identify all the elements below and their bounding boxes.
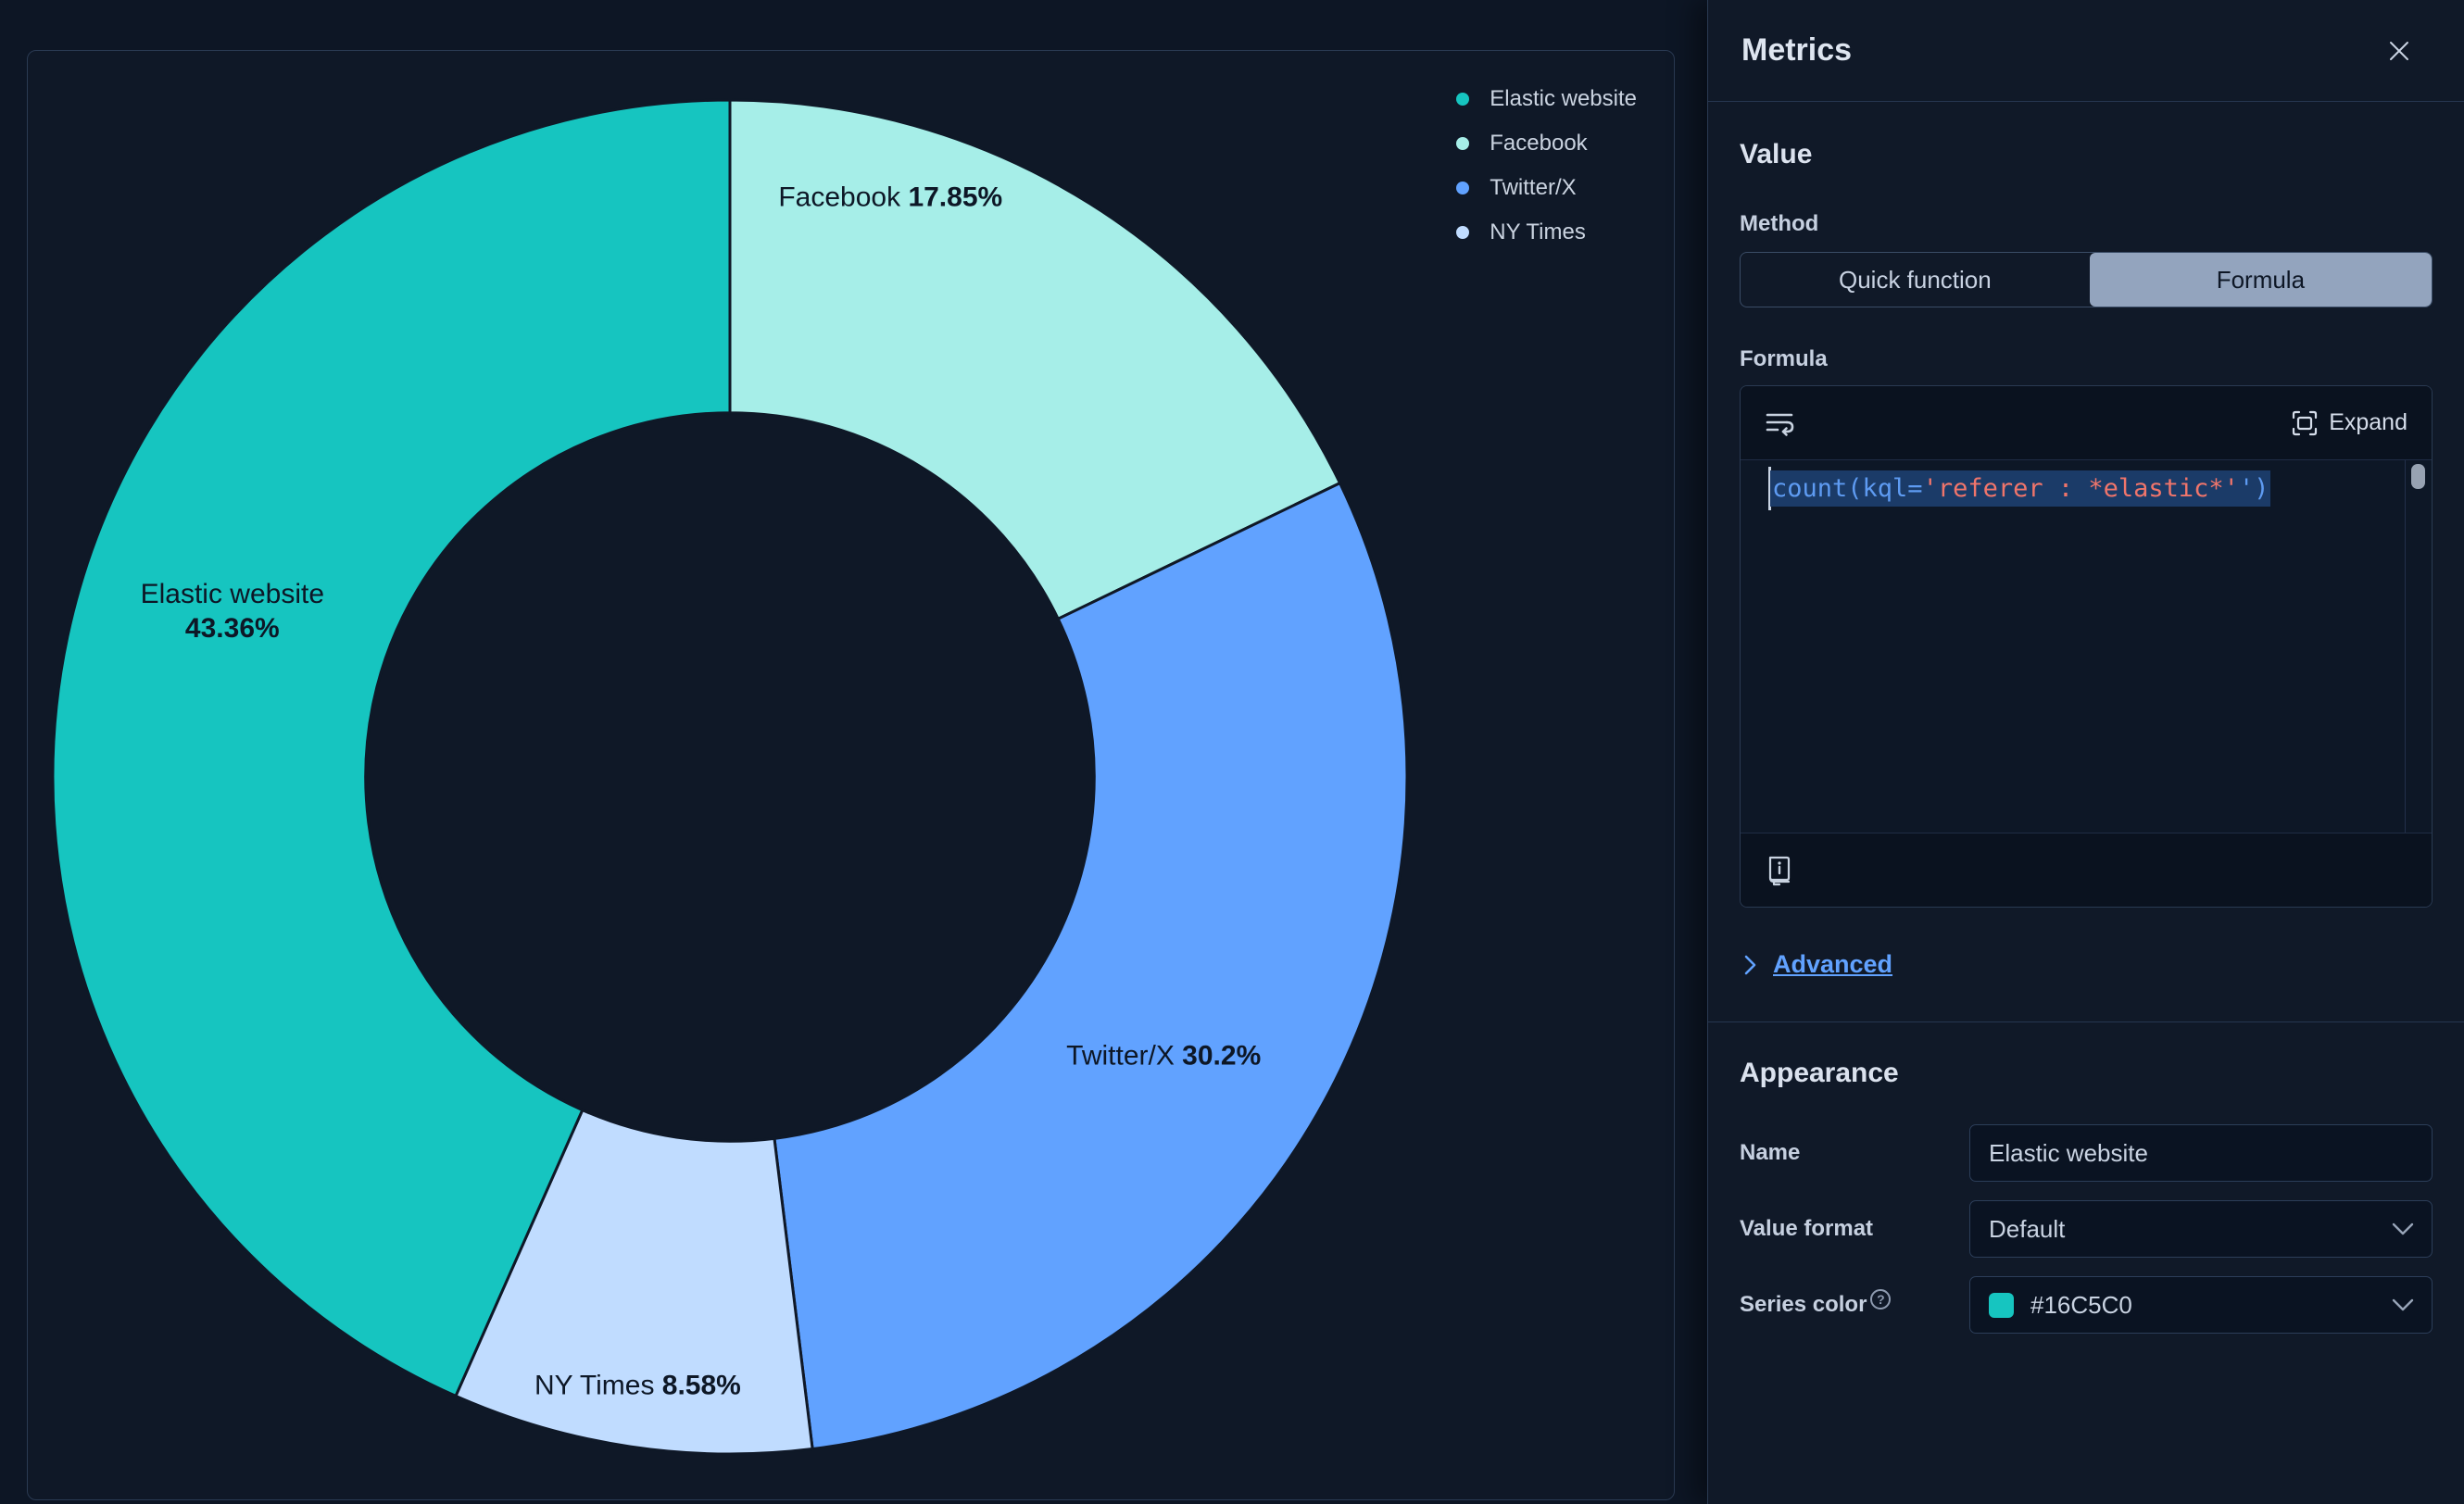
formula-tab[interactable]: Formula (2089, 253, 2432, 307)
word-wrap-button[interactable] (1765, 409, 1796, 437)
flyout-header: Metrics (1708, 0, 2464, 102)
legend-dot (1456, 137, 1470, 150)
name-input-wrapper (1969, 1124, 2433, 1182)
donut-chart-panel: Facebook 17.85% Twitter/X 30.2% NY Times 8… (27, 50, 1675, 1500)
value-format-select[interactable]: Default (1969, 1200, 2433, 1258)
formula-editor-toolbar: Expand (1741, 386, 2432, 460)
method-button-group: Quick function Formula (1740, 252, 2433, 307)
chevron-right-icon (1744, 955, 1756, 974)
legend-item-elastic-website[interactable]: Elastic website (1456, 86, 1637, 112)
appearance-section-heading: Appearance (1740, 1058, 1899, 1088)
legend-item-ny-times[interactable]: NY Times (1456, 219, 1637, 245)
code-token: count(kql= (1772, 474, 1923, 503)
expand-button[interactable]: Expand (2292, 409, 2407, 436)
formula-label: Formula (1740, 346, 1828, 371)
name-label: Name (1740, 1140, 1801, 1165)
value-format-row: Value format Default (1740, 1200, 2433, 1258)
text-cursor (1768, 467, 1771, 510)
slice-label-twitter-x: Twitter/X 30.2% (1066, 1040, 1262, 1072)
legend-item-facebook[interactable]: Facebook (1456, 131, 1637, 157)
series-color-label-text: Series color (1740, 1292, 1867, 1317)
advanced-toggle[interactable]: Advanced (1740, 950, 1892, 979)
name-row: Name (1740, 1124, 2433, 1182)
donut-chart (51, 98, 1409, 1456)
formula-code-text: count(kql='referer : *elastic*'') (1770, 470, 2271, 507)
legend-item-twitter-x[interactable]: Twitter/X (1456, 175, 1637, 201)
legend-label: Twitter/X (1490, 175, 1577, 200)
slice-label-elastic-website: Elastic website 43.36% (140, 579, 325, 645)
quick-function-tab[interactable]: Quick function (1741, 253, 2090, 307)
expand-button-label: Expand (2329, 409, 2407, 435)
series-color-label: Series color ? (1740, 1289, 1969, 1318)
word-wrap-icon (1766, 413, 1794, 436)
series-color-row: Series color ? #16C5C0 (1740, 1276, 2433, 1334)
formula-code-line: count(kql='referer : *elastic*'') (1770, 469, 2271, 508)
legend-label: Facebook (1490, 131, 1588, 156)
help-icon[interactable]: ? (1870, 1289, 1892, 1310)
formula-editor: Expand count(kql='referer : *elastic*'') (1740, 385, 2433, 908)
metrics-flyout: Metrics Value Method Quick function Form… (1707, 0, 2464, 1504)
expand-icon (2293, 410, 2318, 435)
documentation-book-icon (1768, 856, 1791, 885)
series-color-select[interactable]: #16C5C0 (1969, 1276, 2433, 1334)
donut-slice-elastic-website[interactable] (51, 98, 732, 1398)
legend-dot (1456, 182, 1470, 194)
method-label: Method (1740, 211, 1819, 236)
legend-dot (1456, 226, 1470, 239)
value-format-label: Value format (1740, 1216, 1874, 1241)
formula-editor-footer (1741, 833, 2432, 907)
value-format-selected: Default (1989, 1214, 2066, 1243)
series-color-value: #16C5C0 (2030, 1290, 2132, 1319)
flyout-title: Metrics (1741, 32, 1853, 68)
code-token: ') (2238, 474, 2269, 503)
close-icon (2390, 41, 2408, 60)
formula-reference-button[interactable] (1765, 855, 1792, 886)
scrollbar-track (2405, 460, 2406, 833)
advanced-link[interactable]: Advanced (1773, 950, 1893, 978)
code-token: 'referer : *elastic*' (1922, 474, 2239, 503)
donut-slice-twitter-x[interactable] (773, 481, 1409, 1451)
name-input[interactable] (1989, 1138, 2413, 1168)
close-button[interactable] (2379, 31, 2420, 71)
legend-label: NY Times (1490, 219, 1586, 244)
donut-slice-facebook[interactable] (728, 98, 1342, 621)
chevron-down-icon (2392, 1298, 2414, 1311)
legend-label: Elastic website (1490, 86, 1637, 111)
chevron-down-icon (2392, 1222, 2414, 1235)
value-section-heading: Value (1740, 139, 1813, 169)
slice-label-ny-times: NY Times 8.58% (534, 1371, 741, 1402)
chart-legend: Elastic website Facebook Twitter/X NY Times (1456, 86, 1637, 264)
series-color-swatch (1989, 1292, 2014, 1318)
flyout-body: Value Method Quick function Formula Form… (1708, 139, 2464, 1334)
section-divider (1708, 1021, 2464, 1022)
scrollbar-thumb[interactable] (2411, 464, 2425, 489)
legend-dot (1456, 93, 1470, 106)
slice-label-facebook: Facebook 17.85% (778, 182, 1003, 213)
formula-code-area[interactable]: count(kql='referer : *elastic*'') (1741, 460, 2432, 833)
